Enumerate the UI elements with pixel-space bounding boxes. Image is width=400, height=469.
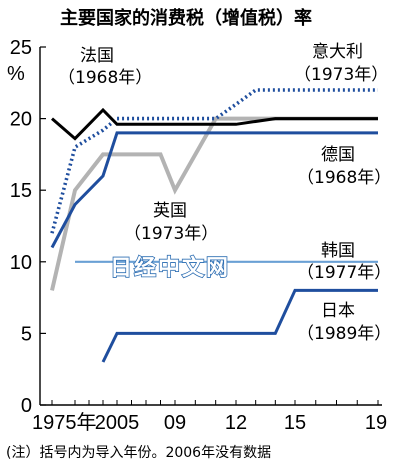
- y-tick-label: 25: [10, 37, 32, 59]
- series-line-0: [51, 107, 378, 141]
- series-line-3: [50, 116, 378, 291]
- x-tick-label: 12: [225, 412, 247, 434]
- y-tick-label: 0: [21, 395, 32, 417]
- label-france: 法国: [80, 46, 114, 66]
- x-tick-label: 09: [164, 412, 186, 434]
- label-japan-intro: （1989年）: [297, 324, 391, 344]
- label-germany: 德国: [321, 145, 355, 165]
- x-tick-label: 1975年: [32, 411, 97, 434]
- label-germany-intro: （1968年）: [297, 168, 391, 188]
- y-tick-label: 10: [10, 252, 32, 274]
- label-japan: 日本: [321, 301, 355, 321]
- label-korea: 韩国: [321, 241, 355, 261]
- series-line-5: [101, 288, 378, 363]
- label-uk-intro: （1973年）: [124, 224, 218, 244]
- chart-title: 主要国家的消费税（增值税）率: [60, 7, 312, 29]
- y-tick-label: 20: [10, 109, 32, 131]
- y-axis-unit: %: [7, 63, 25, 85]
- x-tick-label: 19: [365, 412, 387, 434]
- y-tick-label: 15: [10, 180, 32, 202]
- series-line-2: [50, 131, 378, 249]
- x-tick-label: 15: [284, 412, 306, 434]
- watermark-logo: 日经中文网: [110, 255, 230, 281]
- chart-note: (注）括号内为导入年份。2006年没有数据: [6, 445, 271, 461]
- label-italy: 意大利: [312, 42, 363, 62]
- label-france-intro: （1968年）: [58, 68, 152, 88]
- y-tick-label: 5: [21, 323, 32, 345]
- label-uk: 英国: [153, 201, 187, 221]
- label-korea-intro: （1977年）: [297, 263, 391, 283]
- series-layer: [50, 88, 378, 363]
- label-italy-intro: （1973年）: [294, 65, 388, 85]
- x-tick-label: 2005: [95, 412, 140, 434]
